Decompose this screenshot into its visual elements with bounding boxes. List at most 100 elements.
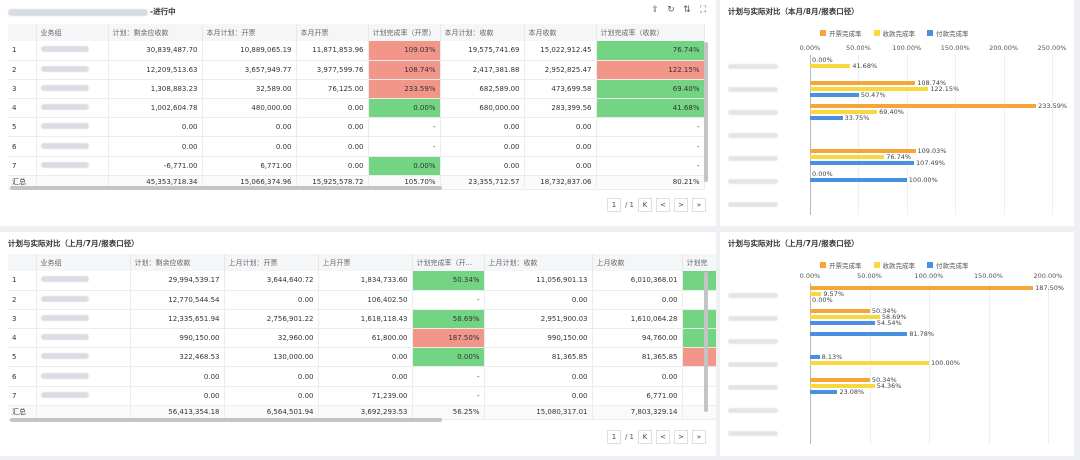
bar[interactable] xyxy=(810,390,838,394)
legend-label: 收款完成率 xyxy=(882,262,916,270)
bar[interactable] xyxy=(810,315,880,319)
legend-item[interactable]: 收款完成率 xyxy=(873,260,916,270)
bar[interactable] xyxy=(810,149,916,154)
bar[interactable] xyxy=(810,332,908,336)
bar[interactable] xyxy=(810,361,929,365)
planned-invoice-cell: 0.00 xyxy=(224,366,319,387)
bar[interactable] xyxy=(810,309,870,313)
bar[interactable] xyxy=(810,286,1034,290)
table-row[interactable]: 6 0.00 0.00 0.00-0.00 0.00 xyxy=(8,366,716,387)
column-header[interactable]: 业务组 xyxy=(36,24,109,41)
legend-item[interactable]: 付款完成率 xyxy=(927,28,969,38)
column-header[interactable]: 上月计划：收款 xyxy=(484,254,593,271)
table-row[interactable]: 6 0.00 0.00 0.00-0.00 0.00- xyxy=(8,136,705,157)
last-page-button[interactable]: » xyxy=(692,198,706,212)
bar[interactable] xyxy=(810,92,859,97)
bar[interactable] xyxy=(810,378,870,382)
vertical-scrollbar[interactable] xyxy=(704,272,708,412)
column-header[interactable]: 本月计划：收款 xyxy=(440,24,525,41)
page-current-input[interactable]: 1 xyxy=(606,198,621,212)
column-header[interactable]: 计划完成率（收款） xyxy=(596,24,705,41)
actual-collection-cell: 81,365.85 xyxy=(592,347,683,368)
next-page-button[interactable]: > xyxy=(674,430,688,444)
bar[interactable] xyxy=(810,115,843,120)
actual-invoice-cell: 1,834,733.60 xyxy=(318,271,413,291)
horizontal-scrollbar[interactable] xyxy=(10,418,442,422)
column-header[interactable]: 业务组 xyxy=(36,254,131,271)
export-icon[interactable]: ⇪ xyxy=(651,5,659,15)
bar[interactable] xyxy=(810,292,822,296)
table-row[interactable]: 3 12,335,651.94 2,756,901.22 1,618,118.43 58… xyxy=(8,309,716,330)
page-current-input[interactable]: 1 xyxy=(606,430,621,444)
next-page-button[interactable]: > xyxy=(674,198,688,212)
table-row[interactable]: 4 1,002,604.78 480,000.00 0.00 0.00% 680,000.… xyxy=(8,98,705,119)
bar[interactable] xyxy=(810,86,929,91)
legend-item[interactable]: 付款完成率 xyxy=(927,260,969,270)
column-header[interactable] xyxy=(8,24,37,41)
grid-line xyxy=(1052,55,1053,215)
first-page-button[interactable]: K xyxy=(638,430,652,444)
bar[interactable] xyxy=(810,155,885,160)
bar[interactable] xyxy=(810,178,907,183)
table-row[interactable]: 4 990,150.00 32,960.00 61,800.00 187.50% 990,… xyxy=(8,328,716,349)
table-row[interactable]: 1 29,994,539.17 3,644,640.72 1,834,733.60 50… xyxy=(8,271,716,291)
table-row[interactable]: 5 0.00 0.00 0.00-0.00 0.00- xyxy=(8,117,705,138)
actual-collection-cell: 283,399.56 xyxy=(524,98,597,119)
legend-item[interactable]: 开票完成率 xyxy=(820,28,862,38)
legend-swatch xyxy=(927,30,933,36)
column-header[interactable]: 计划：剩余应收款 xyxy=(108,24,203,41)
column-header[interactable]: 计划完成率（开... xyxy=(412,254,485,271)
last-page-button[interactable]: » xyxy=(692,430,706,444)
column-header[interactable]: 计划完 xyxy=(682,254,716,271)
row-index: 6 xyxy=(8,136,37,157)
actual-collection-cell: 0.00 xyxy=(524,117,597,138)
bar-value-label: 0.00% xyxy=(812,296,833,304)
row-index: 5 xyxy=(8,347,37,368)
table-row[interactable]: 7 -6,771.00 6,771.00 0.00 0.00% 0.00 0.00- xyxy=(8,156,705,176)
row-index: 3 xyxy=(8,79,37,100)
column-header[interactable]: 本月开票 xyxy=(296,24,369,41)
table-row[interactable]: 1 30,839,487.70 10,889,065.19 11,871,853.96… xyxy=(8,41,705,61)
table-row[interactable]: 3 1,308,883.23 32,589.00 76,125.00 233.59% 68… xyxy=(8,79,705,100)
column-header[interactable]: 上月开票 xyxy=(318,254,413,271)
column-header[interactable]: 计划完成率（开票） xyxy=(368,24,441,41)
bar[interactable] xyxy=(810,384,875,388)
vertical-scrollbar[interactable] xyxy=(704,42,708,182)
blurred-group-name xyxy=(40,161,89,168)
total-rate-cell xyxy=(682,405,716,420)
bar[interactable] xyxy=(810,64,851,68)
sort-icon[interactable]: ⇅ xyxy=(683,5,691,15)
bar[interactable] xyxy=(810,109,878,114)
planned-collection-cell: 0.00 xyxy=(484,366,593,387)
bar[interactable] xyxy=(810,103,1037,108)
prev-page-button[interactable]: < xyxy=(656,430,670,444)
column-header[interactable]: 上月收款 xyxy=(592,254,683,271)
table-row[interactable]: 2 12,770,544.54 0.00 106,402.50-0.00 0.00 xyxy=(8,290,716,310)
page-separator: / 1 xyxy=(624,201,634,209)
total-e-cell: 18,732,837.06 xyxy=(524,175,597,190)
column-header[interactable]: 本月计划：开票 xyxy=(202,24,297,41)
refresh-icon[interactable]: ↻ xyxy=(667,5,675,15)
last-month-chart: 开票完成率 收款完成率 付款完成率 0.00% 50.00% 100.00% 150.00%… xyxy=(720,232,1074,456)
horizontal-scrollbar[interactable] xyxy=(10,186,442,190)
first-page-button[interactable]: K xyxy=(638,198,652,212)
invoice-rate-cell: 0.00% xyxy=(412,347,485,368)
bar[interactable] xyxy=(810,355,820,359)
column-header[interactable] xyxy=(8,254,37,271)
blurred-group-name xyxy=(40,353,89,360)
legend-swatch xyxy=(820,30,826,36)
bar[interactable] xyxy=(810,161,915,166)
table-row[interactable]: 5 322,468.53 130,000.00 0.00 0.00% 81,365.85 8… xyxy=(8,347,716,368)
legend-item[interactable]: 开票完成率 xyxy=(820,260,862,270)
column-header[interactable]: 计划：剩余应收款 xyxy=(130,254,225,271)
business-group-cell xyxy=(36,98,109,119)
table-row[interactable]: 7 0.00 0.00 71,239.00-0.00 6,771.00 xyxy=(8,386,716,406)
bar[interactable] xyxy=(810,321,875,325)
fullscreen-icon[interactable]: ⛶ xyxy=(699,5,707,15)
prev-page-button[interactable]: < xyxy=(656,198,670,212)
table-row[interactable]: 2 12,209,513.63 3,657,949.77 3,977,599.76 10… xyxy=(8,60,705,80)
bar[interactable] xyxy=(810,80,916,85)
legend-item[interactable]: 收款完成率 xyxy=(873,28,915,38)
column-header[interactable]: 上月计划：开票 xyxy=(224,254,319,271)
column-header[interactable]: 本月收款 xyxy=(524,24,597,41)
